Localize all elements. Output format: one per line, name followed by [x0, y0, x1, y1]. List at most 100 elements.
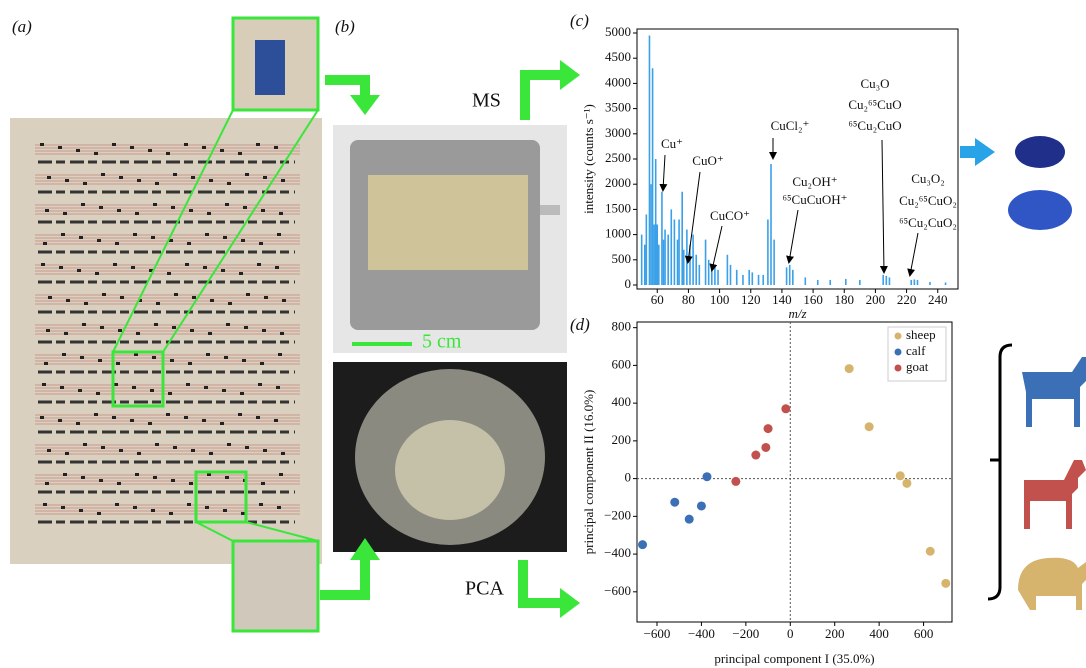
neume [43, 242, 47, 245]
neume [151, 236, 155, 239]
neume [97, 239, 101, 242]
neume [61, 506, 65, 509]
panel-label: (d) [570, 315, 590, 334]
arrow [320, 538, 380, 600]
neume [170, 359, 174, 362]
legend-label: calf [906, 343, 926, 358]
neume [189, 209, 193, 212]
point [895, 471, 905, 481]
x-tick-label: 180 [834, 292, 854, 307]
neume [242, 359, 246, 362]
neume [173, 446, 177, 449]
y-tick-label: −200 [604, 507, 631, 522]
neume [132, 386, 136, 389]
neume [228, 302, 232, 305]
neume [261, 482, 265, 485]
neume [209, 179, 213, 182]
x-tick-label: 100 [710, 292, 730, 307]
point [670, 497, 680, 507]
annotation: CuCO⁺ [710, 208, 750, 223]
neume [78, 389, 82, 392]
point [731, 476, 741, 486]
neume [112, 143, 116, 146]
annotation: Cu₂⁶⁵CuO [848, 97, 901, 112]
neume [238, 152, 242, 155]
goat-icon [1024, 460, 1086, 529]
neume [244, 326, 248, 329]
legend-label: sheep [906, 327, 936, 342]
zoom-line [245, 521, 319, 542]
y-tick-label: 2000 [605, 175, 631, 190]
neume [117, 209, 121, 212]
neume [95, 272, 99, 275]
neume [257, 263, 261, 266]
y-axis-label: principal component II (16.0%) [581, 390, 596, 555]
point [751, 450, 761, 460]
neume [167, 272, 171, 275]
neume [263, 176, 267, 179]
annotation: Cu₃O [860, 76, 889, 91]
neume [154, 323, 158, 326]
neume [115, 503, 119, 506]
arrow [520, 60, 580, 120]
neume [206, 353, 210, 356]
neume [97, 512, 101, 515]
zoom-line [112, 109, 234, 353]
neume [150, 389, 154, 392]
annotation: CuO⁺ [692, 153, 723, 168]
neume [65, 179, 69, 182]
neume [77, 269, 81, 272]
x-tick-label: 140 [772, 292, 792, 307]
annotation-arrow [709, 225, 723, 272]
neume [223, 509, 227, 512]
neume [220, 149, 224, 152]
brace [987, 343, 1013, 601]
neume [118, 329, 122, 332]
zoom-line [162, 109, 319, 353]
neume [47, 449, 51, 452]
neume [191, 176, 195, 179]
x-tick-label: 240 [928, 292, 948, 307]
neume [240, 392, 244, 395]
point [761, 442, 771, 452]
neume [134, 353, 138, 356]
x-tick-label: −400 [688, 626, 715, 641]
neume [99, 206, 103, 209]
neume [114, 383, 118, 386]
annotation-arrow [786, 209, 799, 264]
y-tick-label: 500 [612, 251, 632, 266]
zoom-box [111, 350, 165, 408]
x-tick-label: 200 [866, 292, 886, 307]
neume [279, 473, 283, 476]
neume [223, 236, 227, 239]
neume [45, 209, 49, 212]
neume [135, 473, 139, 476]
neume [281, 179, 285, 182]
neume [79, 509, 83, 512]
neume [138, 299, 142, 302]
point [696, 501, 706, 511]
azurite-powder [1008, 190, 1072, 230]
neume [99, 479, 103, 482]
neume [61, 233, 65, 236]
neume [256, 416, 260, 419]
neume [153, 203, 157, 206]
neume [261, 209, 265, 212]
neume [202, 419, 206, 422]
neume [96, 392, 100, 395]
neume [225, 203, 229, 206]
neume [137, 452, 141, 455]
neume [115, 242, 119, 245]
x-tick-label: 120 [741, 292, 761, 307]
neume [282, 299, 286, 302]
plot-frame [636, 28, 959, 290]
legend-label: goat [906, 359, 929, 374]
neume [76, 422, 80, 425]
neume [119, 449, 123, 452]
neume [101, 446, 105, 449]
neume [120, 296, 124, 299]
point [925, 546, 935, 556]
neume [274, 419, 278, 422]
neume [241, 512, 245, 515]
